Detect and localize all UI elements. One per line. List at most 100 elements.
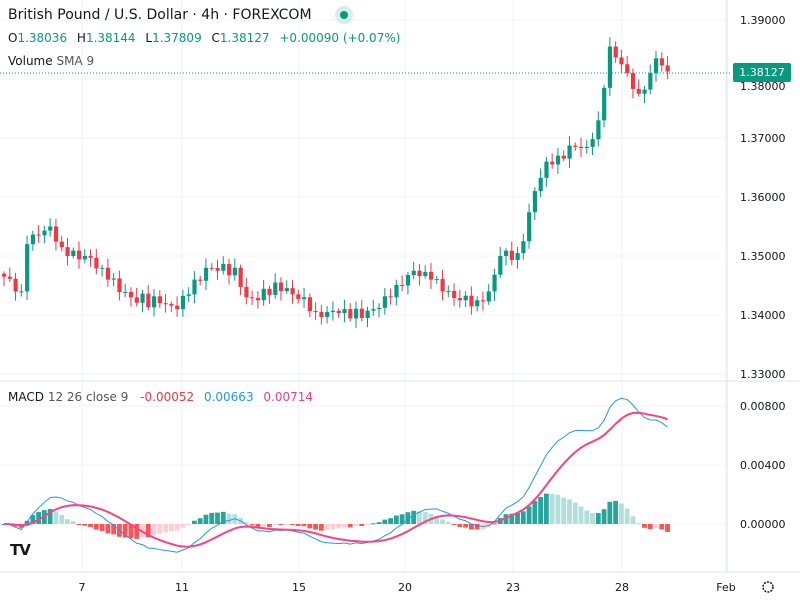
candle-down [359, 308, 364, 318]
candle-up [342, 309, 347, 314]
macd-histogram-bar [134, 524, 140, 539]
candle-up [567, 145, 572, 159]
candle-down [457, 298, 463, 301]
macd-histogram-bar [151, 524, 157, 535]
macd-label: MACD [8, 390, 44, 404]
macd-histogram-bar [215, 512, 220, 524]
price-axis-label: 1.34000 [740, 309, 786, 322]
macd-histogram-bar [376, 522, 382, 524]
candle-up [486, 291, 491, 302]
candle-down [579, 146, 584, 148]
volume-legend[interactable]: Volume SMA 9 [8, 54, 94, 68]
macd-histogram-bar [59, 514, 65, 524]
macd-histogram-bar [618, 503, 624, 524]
symbol-title[interactable]: British Pound / U.S. Dollar · 4h · FOREX… [8, 7, 312, 23]
candle-up [654, 58, 659, 74]
candle-up [590, 139, 595, 147]
high-value: 1.38144 [85, 31, 136, 45]
macd-histogram-bar [463, 524, 468, 528]
candle-up [642, 89, 647, 94]
price-axis-label: 1.39000 [740, 14, 786, 27]
macd-histogram-bar [526, 506, 532, 524]
price-axis-label: 1.36000 [740, 191, 786, 204]
macd-histogram-bar [520, 511, 526, 524]
macd-histogram-bar [180, 524, 186, 528]
macd-histogram-bar [347, 524, 353, 528]
candle-down [134, 297, 139, 303]
macd-histogram-bar [549, 493, 555, 524]
candle-down [550, 161, 555, 165]
candle-down [625, 64, 630, 74]
candle-down [77, 250, 82, 260]
macd-histogram-bar [261, 524, 267, 527]
macd-histogram-bar [220, 511, 226, 524]
candle-up [503, 250, 509, 256]
candle-up [71, 250, 76, 256]
candle-down [36, 234, 41, 236]
candle-down [13, 278, 18, 292]
candle-down [105, 267, 111, 280]
macd-histogram-bar [422, 511, 428, 524]
candle-up [302, 297, 307, 300]
candle-down [255, 297, 261, 301]
macd-histogram-bar [163, 524, 168, 533]
macd-histogram-bar [307, 524, 313, 529]
candle-up [123, 291, 128, 293]
price-axis-label: 1.38000 [740, 80, 786, 93]
candle-down [278, 282, 284, 292]
candle-down [561, 155, 566, 159]
macd-histogram-bar [440, 519, 445, 524]
candle-down [157, 296, 162, 304]
candle-up [330, 310, 336, 313]
candle-up [140, 293, 145, 303]
macd-histogram-bar [168, 524, 174, 532]
close-label: C [211, 31, 220, 45]
macd-histogram-bar [93, 524, 99, 530]
macd-histogram-bar [405, 512, 411, 524]
candle-down [128, 291, 134, 298]
ohlc-values: O1.38036 H1.38144 L1.37809 C1.38127 +0.0… [8, 31, 406, 45]
macd-histogram-bar [457, 524, 463, 527]
change-value: +0.00090 (+0.07%) [279, 31, 401, 45]
macd-histogram-bar [411, 510, 417, 524]
macd-histogram-bar [572, 502, 578, 524]
candle-up [82, 256, 87, 260]
candle-up [186, 294, 191, 296]
settings-gear-icon[interactable] [762, 581, 774, 593]
candle-down [65, 247, 70, 256]
tradingview-logo[interactable]: TV [10, 541, 31, 559]
macd-histogram-bar [665, 524, 670, 532]
candle-down [250, 297, 255, 299]
candle-down [452, 290, 457, 299]
candle-down [169, 303, 174, 306]
candle-up [353, 308, 359, 319]
macd-histogram-bar [111, 524, 117, 535]
macd-histogram-bar [532, 501, 538, 524]
macd-axis-label: 0.00000 [740, 518, 786, 531]
macd-histogram-bar [561, 497, 567, 524]
macd-histogram-bar [388, 518, 393, 524]
macd-histogram-bar [203, 514, 209, 524]
candle-up [405, 274, 411, 286]
volume-label: Volume [8, 54, 53, 68]
candle-up [596, 120, 601, 140]
market-status-icon[interactable] [335, 6, 353, 24]
candle-up [538, 177, 543, 192]
macd-histogram-bar [65, 519, 70, 524]
candle-down [296, 294, 301, 300]
macd-line [3, 397, 668, 553]
candle-down [59, 241, 64, 248]
candle-down [665, 65, 670, 72]
macd-histogram-bar [174, 524, 180, 531]
open-value: 1.38036 [17, 31, 68, 45]
macd-histogram-bar [353, 524, 359, 526]
candle-down [440, 279, 445, 292]
time-axis-label: 23 [506, 581, 520, 594]
macd-histogram-bar [267, 524, 272, 527]
candle-down [238, 267, 243, 287]
macd-histogram-bar [192, 520, 197, 524]
candle-up [48, 226, 53, 231]
candle-up [192, 279, 197, 295]
macd-legend[interactable]: MACD 12 26 close 9 -0.00052 0.00663 0.00… [8, 390, 313, 404]
